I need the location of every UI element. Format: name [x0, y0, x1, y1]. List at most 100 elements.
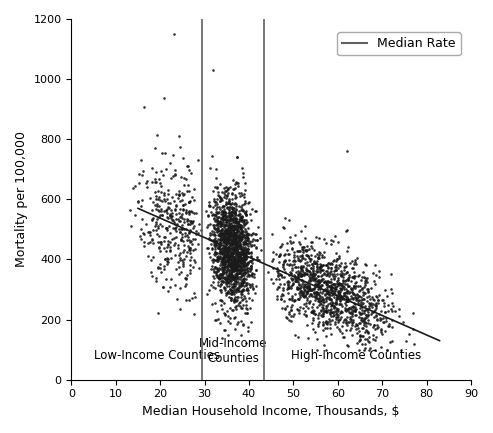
Point [161, 196, 169, 203]
Point [227, 230, 235, 237]
Point [311, 328, 319, 335]
Point [280, 225, 288, 232]
Point [320, 236, 328, 243]
Point [218, 250, 226, 257]
Point [225, 257, 233, 264]
Point [230, 299, 238, 306]
Point [229, 222, 237, 229]
Point [220, 223, 228, 229]
Point [238, 165, 246, 171]
Point [327, 237, 335, 244]
Point [183, 188, 191, 195]
Point [186, 246, 194, 253]
Point [218, 250, 226, 257]
Point [231, 236, 239, 243]
Point [328, 284, 336, 291]
Point [221, 236, 229, 243]
Point [298, 246, 306, 252]
Point [237, 272, 245, 279]
Point [228, 273, 236, 280]
Point [234, 257, 242, 264]
Point [208, 230, 216, 237]
Point [186, 262, 194, 269]
Point [279, 224, 286, 231]
Point [162, 275, 170, 282]
Point [357, 317, 365, 324]
Point [297, 257, 305, 264]
Point [192, 231, 200, 238]
Point [219, 278, 227, 285]
Point [238, 255, 246, 262]
Point [207, 240, 215, 247]
Point [334, 295, 342, 302]
Point [357, 311, 365, 318]
Point [215, 213, 223, 220]
Point [230, 248, 238, 255]
Point [348, 322, 356, 329]
Point [176, 210, 183, 217]
Point [234, 222, 242, 229]
Point [175, 245, 182, 252]
Point [322, 288, 330, 295]
Point [310, 307, 318, 314]
Point [218, 235, 226, 242]
Point [234, 263, 242, 270]
Point [179, 201, 187, 208]
Point [221, 310, 229, 317]
Point [228, 264, 236, 271]
Point [305, 255, 313, 262]
Point [235, 269, 243, 276]
Point [317, 265, 324, 272]
Point [317, 266, 325, 273]
Point [379, 314, 387, 321]
Point [331, 281, 339, 288]
Point [227, 200, 235, 207]
Point [208, 244, 215, 251]
Point [172, 191, 180, 198]
Point [350, 317, 357, 323]
Point [233, 260, 241, 267]
Point [232, 201, 240, 208]
Point [359, 299, 367, 306]
Point [308, 293, 316, 300]
Point [293, 284, 301, 291]
Point [228, 253, 236, 260]
Point [224, 229, 232, 236]
Point [242, 219, 250, 226]
Point [225, 271, 233, 278]
Point [216, 230, 224, 237]
Point [288, 262, 296, 268]
Point [181, 200, 189, 207]
Point [235, 266, 243, 273]
Point [296, 257, 304, 264]
Point [221, 228, 229, 235]
Point [338, 271, 346, 278]
Point [317, 264, 325, 271]
Point [227, 290, 235, 297]
Point [283, 289, 291, 296]
Point [299, 243, 307, 250]
Point [160, 238, 168, 245]
Point [216, 247, 224, 254]
Point [222, 213, 230, 220]
Point [320, 249, 328, 255]
Point [298, 277, 306, 284]
Point [243, 279, 251, 286]
Point [183, 162, 191, 169]
Point [238, 201, 246, 208]
Point [290, 272, 298, 279]
Point [230, 247, 238, 254]
Point [227, 240, 235, 247]
Point [235, 203, 243, 210]
Point [348, 274, 355, 281]
Point [159, 284, 167, 291]
Point [245, 267, 252, 274]
Point [314, 283, 322, 290]
Point [230, 257, 238, 264]
Point [240, 258, 247, 265]
Point [285, 284, 293, 291]
Point [233, 297, 241, 304]
Point [237, 249, 245, 256]
Point [221, 255, 229, 262]
Point [244, 259, 251, 266]
